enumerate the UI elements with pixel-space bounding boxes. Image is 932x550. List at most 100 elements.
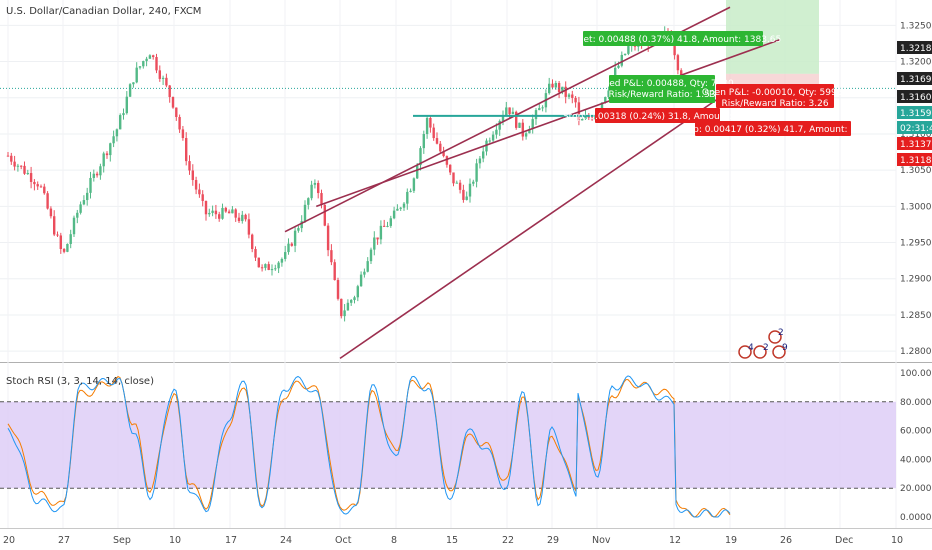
- candle-body: [521, 122, 524, 137]
- stoch-tick-label: 0.0000: [900, 513, 932, 523]
- open-pl-label-box[interactable]: [716, 84, 834, 108]
- candle-body: [284, 252, 287, 259]
- economic-event-icon[interactable]: [753, 345, 767, 359]
- economic-event-icon[interactable]: [738, 345, 752, 359]
- candle-body: [455, 182, 458, 184]
- candle-body: [29, 173, 33, 182]
- time-tick-label: 22: [502, 535, 514, 546]
- candle-body: [554, 83, 557, 88]
- target-label: Target: 0.00488 (0.37%) 41.8, Amount: 13…: [564, 35, 782, 45]
- candle-body: [264, 264, 267, 268]
- price-badge-label: 02:31:47: [900, 124, 932, 134]
- candle-body: [33, 181, 36, 185]
- price-tick-label: 1.28500: [900, 311, 932, 321]
- candle-body: [346, 302, 350, 311]
- candle-body: [185, 138, 188, 162]
- candle-body: [310, 184, 313, 199]
- time-tick-label: 8: [391, 535, 397, 546]
- stoch-tick-label: 20.0000: [900, 484, 932, 494]
- candle-body: [386, 225, 389, 227]
- time-tick-label: 20: [3, 535, 15, 546]
- candle-body: [561, 86, 564, 93]
- candle-body: [105, 153, 109, 156]
- price-badge-label: 1.31603: [900, 93, 932, 103]
- candle-body: [472, 181, 475, 184]
- candle-body: [376, 237, 379, 240]
- candle-body: [495, 129, 498, 135]
- candle-body: [148, 55, 152, 59]
- candle-body: [171, 96, 175, 108]
- time-tick-label: 10: [891, 535, 903, 546]
- candle-body: [66, 243, 69, 252]
- candle-body: [72, 217, 76, 235]
- price-badge: [897, 121, 932, 134]
- candle-body: [449, 164, 452, 173]
- time-tick-label: 19: [725, 535, 737, 546]
- candle-body: [607, 90, 610, 98]
- candle-body: [528, 129, 531, 134]
- candle-body: [241, 214, 244, 222]
- target-label-box[interactable]: [583, 31, 763, 46]
- time-tick-label: Sep: [113, 535, 131, 546]
- candle-body: [465, 196, 468, 200]
- stoch-band-fill: [0, 401, 896, 489]
- candle-body: [128, 84, 132, 97]
- candle-body: [191, 170, 194, 181]
- time-tick-label: 12: [669, 535, 681, 546]
- stoch-tick-label: 100.0000: [900, 369, 932, 379]
- stoch-k-line: [7, 375, 731, 518]
- candle-body: [244, 214, 247, 220]
- stop-right-label-box[interactable]: [695, 121, 851, 136]
- candle-body: [119, 115, 122, 130]
- price-tick-label: 1.31000: [900, 130, 932, 140]
- candle-body: [43, 186, 46, 194]
- price-tick-label: 1.29500: [900, 239, 932, 249]
- candle-body: [165, 77, 168, 86]
- candle-body: [161, 77, 165, 79]
- candle-body: [439, 143, 442, 152]
- channel-upper-parallel-line[interactable]: [315, 39, 780, 208]
- candle-body: [168, 85, 171, 97]
- price-badge: [897, 72, 932, 85]
- candle-body: [574, 97, 577, 103]
- candle-body: [412, 178, 416, 191]
- price-badge-label: 1.31593: [900, 109, 932, 119]
- candle-body: [343, 310, 346, 317]
- candle-body: [297, 228, 300, 231]
- price-tick-label: 1.30000: [900, 202, 932, 212]
- candle-body: [396, 208, 399, 211]
- candle-body: [109, 143, 112, 156]
- candle-body: [293, 230, 297, 246]
- closed-pl-label-box[interactable]: [609, 75, 715, 103]
- candle-body: [429, 118, 432, 128]
- candle-body: [508, 107, 511, 115]
- economic-event-icon[interactable]: [772, 345, 786, 359]
- candle-body: [524, 133, 528, 137]
- stop-left-label-box[interactable]: [595, 108, 720, 123]
- candle-body: [204, 200, 208, 215]
- candle-body: [419, 148, 422, 166]
- channel-lower-line[interactable]: [339, 89, 731, 360]
- candle-body: [132, 82, 135, 85]
- candle-body: [138, 66, 142, 68]
- candle-body: [452, 172, 455, 184]
- price-badge: [897, 106, 932, 119]
- candle-body: [336, 280, 340, 299]
- economic-event-icon[interactable]: [768, 330, 782, 344]
- candle-body: [20, 165, 23, 167]
- candle-body: [485, 140, 488, 152]
- candle-body: [313, 182, 317, 185]
- candle-body: [475, 163, 478, 182]
- closed-pl-label: Closed P&L: 0.00488, Qty: 7600: [590, 79, 734, 89]
- candle-body: [373, 237, 376, 250]
- candle-body: [214, 210, 218, 215]
- candle-body: [198, 189, 201, 195]
- candle-body: [280, 258, 284, 263]
- candle-body: [155, 57, 158, 71]
- candle-body: [95, 173, 99, 176]
- stoch-tick-label: 80.0000: [900, 398, 932, 408]
- candle-body: [617, 65, 620, 68]
- candle-body: [10, 155, 13, 162]
- candle-body: [178, 117, 181, 130]
